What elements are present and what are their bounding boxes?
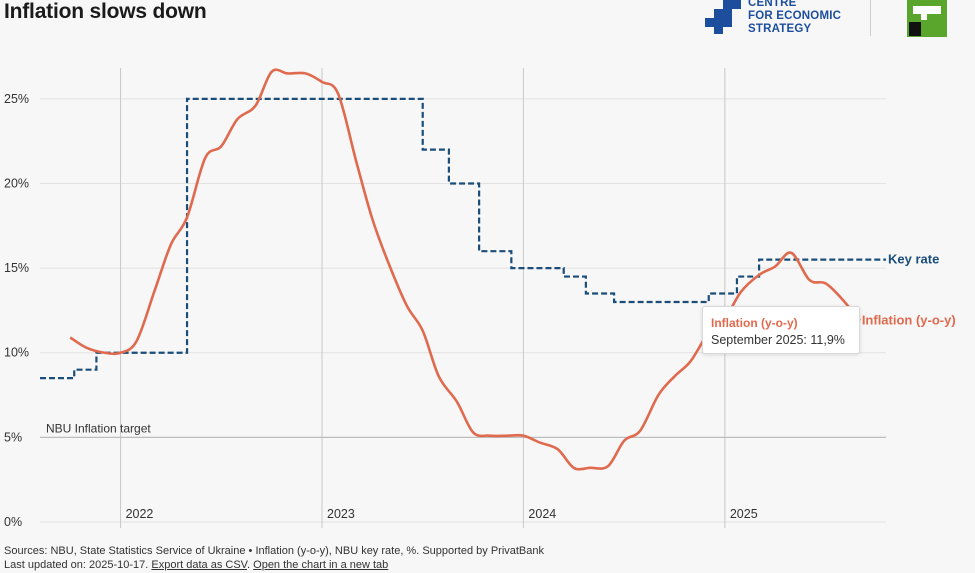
y-tick-label: 25% <box>4 92 29 106</box>
series-layer <box>40 68 886 471</box>
key-rate-label: Key rate <box>888 252 939 267</box>
y-tick-label: 5% <box>4 430 22 444</box>
footer-updated: Last updated on: 2025-10-17. <box>4 559 149 571</box>
ces-logo[interactable]: CENTRE FOR ECONOMIC STRATEGY <box>705 0 875 36</box>
inflation-line <box>69 68 861 471</box>
x-tick-label: 2023 <box>327 507 355 521</box>
y-tick-label: 20% <box>4 176 29 190</box>
y-tick-label: 15% <box>4 261 29 275</box>
tooltip-series-name: Inflation (y-o-y) <box>711 316 798 330</box>
ces-logo-line-1: CENTRE <box>748 0 797 9</box>
x-tick-label: 2025 <box>730 507 758 521</box>
chart-area: 0% 5% 10% 15% 20% 25% 2022 2023 2024 2025 NBU Infl… <box>4 68 956 529</box>
y-tick-label: 10% <box>4 346 29 360</box>
footer: Sources: NBU, State Statistics Service o… <box>4 544 544 572</box>
logo-divider <box>870 0 871 36</box>
x-tick-label: 2024 <box>528 507 556 521</box>
x-tick-label: 2022 <box>126 507 154 521</box>
grid-layer <box>40 68 886 528</box>
key-rate-line <box>40 97 886 380</box>
ces-logo-line-2: FOR ECONOMIC <box>748 10 842 22</box>
tooltip: Inflation (y-o-y) September 2025: 11,9% <box>702 306 860 354</box>
open-chart-link[interactable]: Open the chart in a new tab <box>253 559 389 571</box>
footer-sources: Sources: NBU, State Statistics Service o… <box>4 545 545 557</box>
footer-updated-line: Last updated on: 2025-10-17. Export data… <box>4 559 389 571</box>
chart-title: Inflation slows down <box>4 0 207 23</box>
label-layer: 0% 5% 10% 15% 20% 25% 2022 2023 2024 2025 NBU Infl… <box>4 92 956 529</box>
privatbank-logo-icon[interactable] <box>907 0 947 37</box>
tooltip-value: September 2025: 11,9% <box>711 333 845 347</box>
y-tick-label: 0% <box>4 515 22 529</box>
ces-logo-line-3: STRATEGY <box>748 23 812 35</box>
export-csv-link[interactable]: Export data as CSV <box>151 559 248 571</box>
inflation-label: Inflation (y-o-y) <box>862 313 956 328</box>
target-label: NBU Inflation target <box>46 421 151 435</box>
ces-logo-mark-icon <box>705 0 741 34</box>
